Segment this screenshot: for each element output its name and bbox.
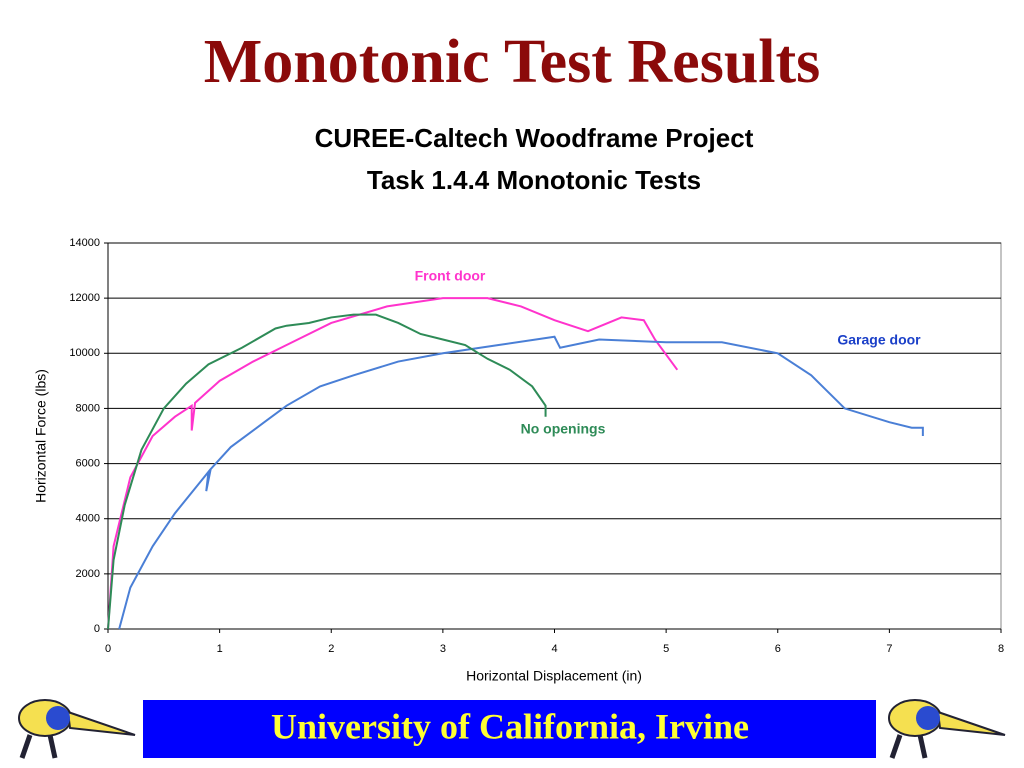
y-tick-label: 4000 — [76, 513, 100, 525]
x-axis-title: Horizontal Displacement (in) — [466, 668, 642, 684]
y-tick-label: 0 — [94, 623, 100, 635]
chart-subtitle: Task 1.4.4 Monotonic Tests — [367, 165, 701, 195]
x-tick-label: 3 — [440, 643, 446, 655]
logo-left — [18, 699, 136, 759]
series-label: Garage door — [837, 332, 921, 348]
x-tick-label: 4 — [551, 643, 557, 655]
y-axis-title: Horizontal Force (lbs) — [33, 369, 49, 503]
x-tick-label: 2 — [328, 643, 334, 655]
y-tick-label: 12000 — [69, 292, 100, 304]
slide-title: Monotonic Test Results — [204, 28, 821, 96]
logo-right — [888, 699, 1006, 759]
series-line — [118, 335, 924, 630]
y-tick-label: 14000 — [69, 237, 100, 249]
x-tick-label: 1 — [217, 643, 223, 655]
x-tick-label: 7 — [886, 643, 892, 655]
x-tick-label: 6 — [775, 643, 781, 655]
x-tick-label: 8 — [998, 643, 1004, 655]
series-line — [107, 313, 547, 630]
chart-title: CUREE-Caltech Woodframe Project — [315, 123, 754, 153]
y-tick-label: 2000 — [76, 568, 100, 580]
series-label: Front door — [415, 268, 486, 284]
y-tick-label: 10000 — [69, 347, 100, 359]
x-tick-label: 0 — [105, 643, 111, 655]
x-tick-label: 5 — [663, 643, 669, 655]
series-line — [107, 297, 679, 630]
footer-banner — [143, 700, 876, 758]
series-label: No openings — [521, 421, 606, 437]
y-tick-label: 6000 — [76, 457, 100, 469]
footer-text: University of California, Irvine — [271, 706, 749, 746]
y-tick-label: 8000 — [76, 402, 100, 414]
